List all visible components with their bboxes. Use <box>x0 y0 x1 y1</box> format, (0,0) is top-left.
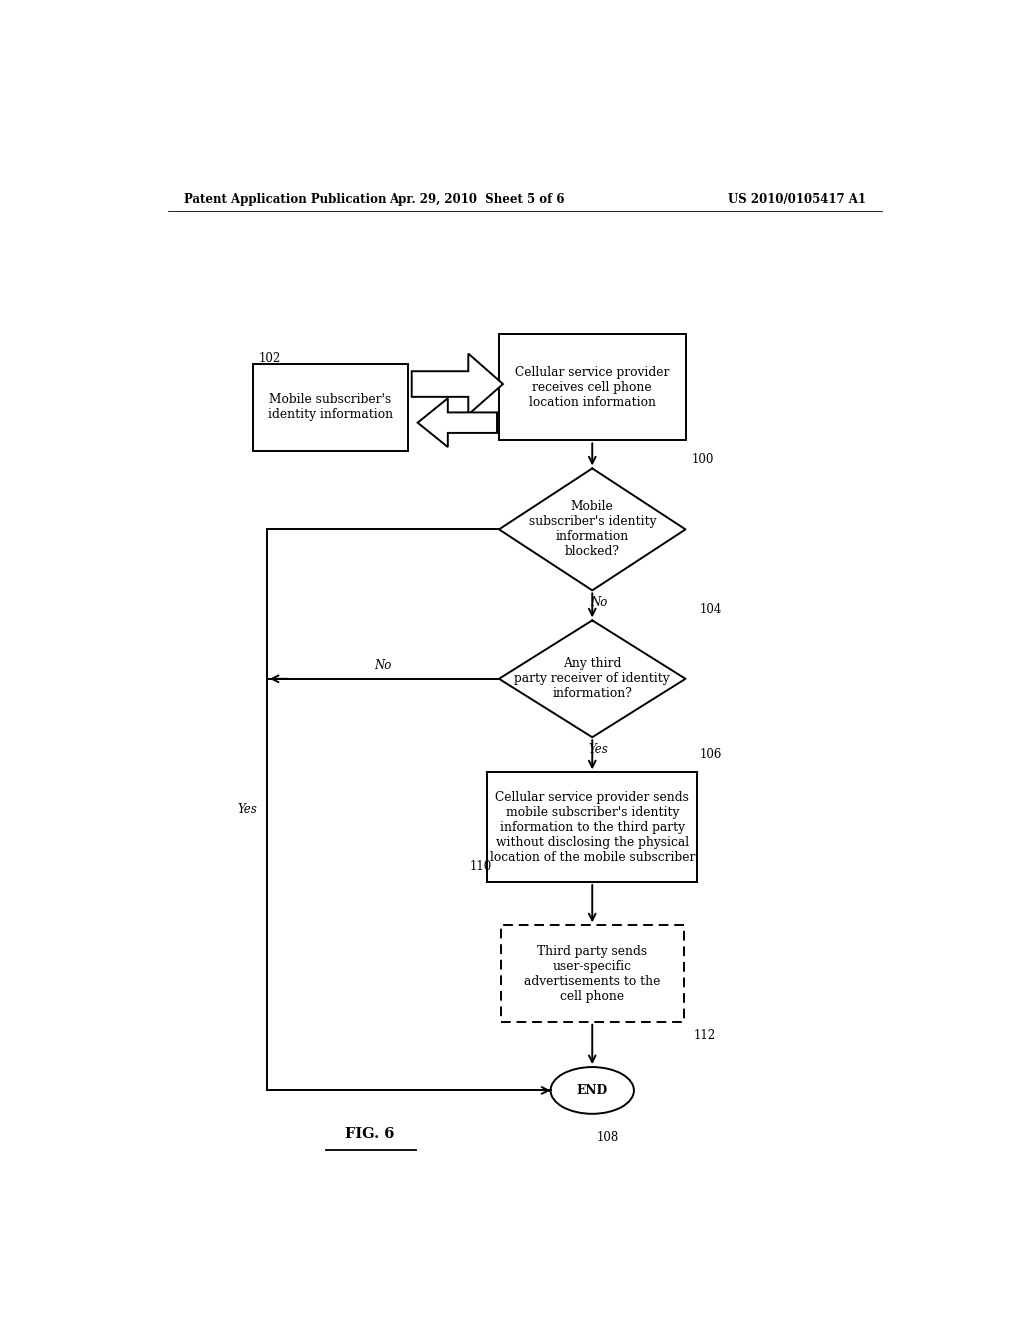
Text: No: No <box>590 597 607 610</box>
Text: Yes: Yes <box>238 804 257 816</box>
FancyBboxPatch shape <box>501 925 684 1022</box>
Text: 110: 110 <box>469 859 492 873</box>
Text: 104: 104 <box>699 602 722 615</box>
Polygon shape <box>499 620 685 738</box>
Polygon shape <box>418 399 497 447</box>
Text: US 2010/0105417 A1: US 2010/0105417 A1 <box>728 193 866 206</box>
Text: Mobile subscriber's
identity information: Mobile subscriber's identity information <box>268 393 393 421</box>
Text: Apr. 29, 2010  Sheet 5 of 6: Apr. 29, 2010 Sheet 5 of 6 <box>389 193 565 206</box>
Polygon shape <box>412 354 503 414</box>
Text: FIG. 6: FIG. 6 <box>345 1127 394 1142</box>
Text: 106: 106 <box>699 748 722 760</box>
Text: END: END <box>577 1084 608 1097</box>
Text: Third party sends
user-specific
advertisements to the
cell phone: Third party sends user-specific advertis… <box>524 945 660 1003</box>
Ellipse shape <box>551 1067 634 1114</box>
Text: 102: 102 <box>259 351 282 364</box>
Text: 108: 108 <box>596 1131 618 1144</box>
Text: Yes: Yes <box>589 743 608 756</box>
Text: Cellular service provider
receives cell phone
location information: Cellular service provider receives cell … <box>515 366 670 409</box>
Text: 100: 100 <box>691 453 714 466</box>
Text: Mobile
subscriber's identity
information
blocked?: Mobile subscriber's identity information… <box>528 500 656 558</box>
Text: No: No <box>374 659 391 672</box>
Text: Any third
party receiver of identity
information?: Any third party receiver of identity inf… <box>514 657 670 701</box>
FancyBboxPatch shape <box>499 334 685 441</box>
Text: Patent Application Publication: Patent Application Publication <box>183 193 386 206</box>
Text: 112: 112 <box>694 1030 716 1043</box>
Polygon shape <box>499 469 685 590</box>
FancyBboxPatch shape <box>487 772 697 882</box>
FancyBboxPatch shape <box>253 364 408 450</box>
Text: Cellular service provider sends
mobile subscriber's identity
information to the : Cellular service provider sends mobile s… <box>489 791 695 863</box>
